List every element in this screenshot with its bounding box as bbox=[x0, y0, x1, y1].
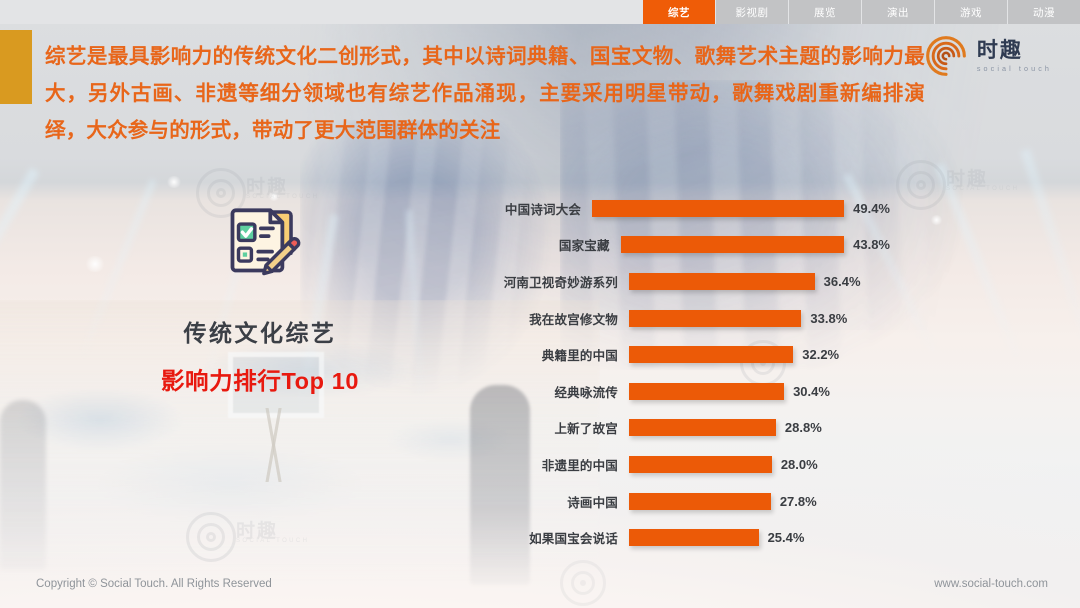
nav-tab-3[interactable]: 演出 bbox=[862, 0, 934, 24]
lens-glow bbox=[930, 215, 943, 225]
bar-value-label: 36.4% bbox=[823, 273, 861, 289]
panel-subtitle: 影响力排行Top 10 bbox=[160, 368, 360, 394]
bar-track: 36.4% bbox=[629, 263, 890, 300]
bar-value-label: 32.2% bbox=[802, 347, 840, 363]
nav-tab-1[interactable]: 影视剧 bbox=[716, 0, 788, 24]
bar-fill bbox=[629, 455, 772, 473]
watermark-logo bbox=[896, 160, 946, 210]
checklist-document-pencil-icon bbox=[230, 208, 301, 276]
bar-track: 25.4% bbox=[629, 519, 890, 556]
bar-category-label: 河南卫视奇妙游系列 bbox=[503, 275, 618, 290]
bar-value-label: 28.8% bbox=[784, 420, 822, 436]
light-beam bbox=[935, 163, 1023, 362]
bar-track: 33.8% bbox=[629, 300, 890, 337]
bar-value-label: 28.0% bbox=[780, 456, 818, 472]
watermark-logo bbox=[560, 560, 606, 606]
header-accent-bar bbox=[0, 30, 32, 104]
bar-category-label: 经典咏流传 bbox=[554, 385, 618, 400]
light-beam bbox=[1020, 148, 1080, 342]
nav-tab-4[interactable]: 游戏 bbox=[935, 0, 1007, 24]
bar-row: 经典咏流传 30.4% bbox=[460, 373, 890, 410]
bar-category-label: 国家宝藏 bbox=[558, 239, 610, 254]
bar-fill bbox=[629, 272, 815, 290]
bar-track: 30.4% bbox=[629, 373, 890, 410]
nav-tab-5[interactable]: 动漫 bbox=[1008, 0, 1080, 24]
influence-ranking-bar-chart: 中国诗词大会 49.4% 国家宝藏 43.8% 河南卫视奇妙游系列 36.4% 我在故宫修文… bbox=[460, 190, 890, 556]
bar-category-label: 如果国宝会说话 bbox=[529, 532, 618, 547]
bar-category-label: 诗画中国 bbox=[567, 495, 618, 510]
nav-tab-2[interactable]: 展览 bbox=[789, 0, 861, 24]
watermark-text-en: SOCIAL TOUCH bbox=[236, 538, 310, 544]
brand-logo: 时趣 social touch bbox=[924, 34, 1052, 78]
bar-track: 43.8% bbox=[620, 227, 890, 264]
page-headline: 综艺是最具影响力的传统文化二创形式，其中以诗词典籍、国宝文物、歌舞艺术主题的影响… bbox=[45, 45, 925, 142]
bar-row: 如果国宝会说话 25.4% bbox=[460, 519, 890, 556]
watermark-text-cn: 时趣 bbox=[246, 177, 289, 198]
bar-category-label: 上新了故宫 bbox=[554, 422, 618, 437]
bar-fill bbox=[592, 199, 845, 217]
bar-category-label: 中国诗词大会 bbox=[504, 202, 582, 217]
watermark-logo bbox=[186, 512, 236, 562]
bar-fill bbox=[629, 346, 794, 364]
bar-track: 28.0% bbox=[629, 446, 890, 483]
bar-fill bbox=[629, 492, 771, 510]
bar-track: 32.2% bbox=[629, 336, 890, 373]
bar-value-label: 25.4% bbox=[767, 530, 805, 546]
watermark-text-cn: 时趣 bbox=[946, 169, 989, 190]
bar-row: 中国诗词大会 49.4% bbox=[460, 190, 890, 227]
bar-row: 典籍里的中国 32.2% bbox=[460, 336, 890, 373]
left-title-panel: 传统文化综艺 影响力排行Top 10 bbox=[60, 200, 460, 396]
lens-glow bbox=[166, 176, 182, 188]
bar-category-label: 典籍里的中国 bbox=[541, 349, 618, 364]
nav-tab-list: 综艺 影视剧 展览 演出 游戏 动漫 bbox=[642, 0, 1080, 24]
brand-name-en: social touch bbox=[976, 63, 1052, 73]
bar-row: 非遗里的中国 28.0% bbox=[460, 446, 890, 483]
bar-fill bbox=[629, 309, 802, 327]
bar-value-label: 43.8% bbox=[853, 237, 890, 253]
bar-row: 诗画中国 27.8% bbox=[460, 483, 890, 520]
bar-value-label: 33.8% bbox=[810, 310, 848, 326]
bar-category-label: 我在故宫修文物 bbox=[529, 312, 618, 327]
brand-name-cn: 时趣 bbox=[976, 38, 1023, 62]
spiral-ring-icon bbox=[925, 36, 966, 76]
bar-track: 49.4% bbox=[592, 190, 890, 227]
bar-row: 河南卫视奇妙游系列 36.4% bbox=[460, 263, 890, 300]
bar-fill bbox=[629, 382, 785, 400]
bar-row: 国家宝藏 43.8% bbox=[460, 227, 890, 264]
bar-value-label: 27.8% bbox=[779, 493, 817, 509]
bar-value-label: 49.4% bbox=[853, 200, 890, 216]
nav-tab-0[interactable]: 综艺 bbox=[643, 0, 715, 24]
footer-copyright: Copyright © Social Touch. All Rights Res… bbox=[36, 578, 272, 590]
watermark-text-cn: 时趣 bbox=[236, 521, 279, 542]
footer-website: www.social-touch.com bbox=[934, 578, 1048, 590]
panel-title: 传统文化综艺 bbox=[183, 320, 337, 346]
light-beam bbox=[0, 167, 40, 355]
bar-category-label: 非遗里的中国 bbox=[541, 458, 618, 473]
watermark-text-en: SOCIAL TOUCH bbox=[946, 186, 1020, 192]
bar-fill bbox=[620, 236, 845, 254]
bar-track: 28.8% bbox=[629, 410, 890, 447]
background-audience bbox=[0, 400, 46, 570]
bar-fill bbox=[629, 529, 759, 547]
bar-row: 上新了故宫 28.8% bbox=[460, 410, 890, 447]
background-easel-legs bbox=[258, 408, 290, 482]
bar-row: 我在故宫修文物 33.8% bbox=[460, 300, 890, 337]
brand-wordmark: 时趣 social touch bbox=[977, 40, 1052, 72]
top-navigation-bar: 综艺 影视剧 展览 演出 游戏 动漫 bbox=[0, 0, 1080, 24]
bar-value-label: 30.4% bbox=[793, 383, 830, 399]
bar-fill bbox=[629, 419, 776, 437]
bar-track: 27.8% bbox=[629, 483, 890, 520]
